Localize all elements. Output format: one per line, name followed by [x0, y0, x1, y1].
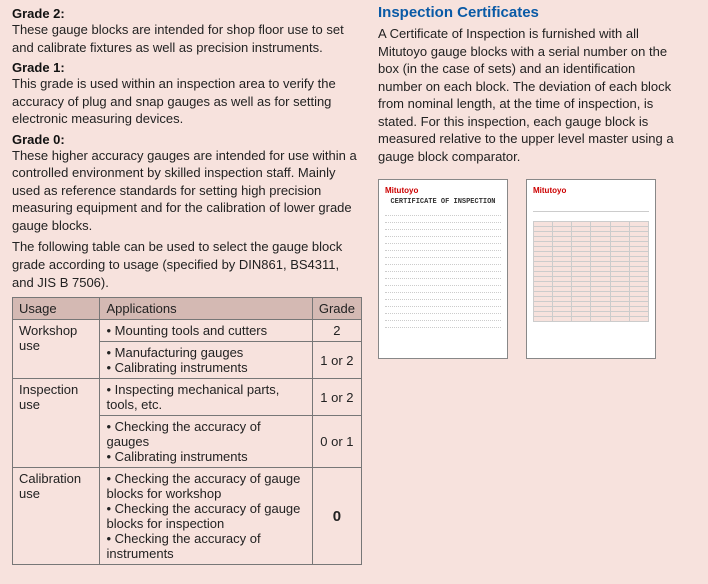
- cert-data-table: [533, 221, 649, 322]
- cert-header-area: [533, 198, 649, 212]
- table-row: Inspection use Inspecting mechanical par…: [13, 379, 362, 416]
- grade1-heading: Grade 1:: [12, 60, 362, 75]
- inspection-certificates-text: A Certificate of Inspection is furnished…: [378, 25, 682, 165]
- th-grade: Grade: [312, 298, 361, 320]
- grade2-heading: Grade 2:: [12, 6, 362, 21]
- table-header-row: Usage Applications Grade: [13, 298, 362, 320]
- app-item: Manufacturing gauges: [106, 345, 305, 360]
- apps-cell: Manufacturing gauges Calibrating instrum…: [100, 342, 312, 379]
- app-item: Checking the accuracy of gauge blocks fo…: [106, 501, 305, 531]
- grade-usage-table: Usage Applications Grade Workshop use Mo…: [12, 297, 362, 565]
- cert-body-lines: [385, 212, 501, 331]
- table-row: Workshop use Mounting tools and cutters …: [13, 320, 362, 342]
- app-item: Mounting tools and cutters: [106, 323, 305, 338]
- grade0-text: These higher accuracy gauges are intende…: [12, 147, 362, 235]
- grade-cell: 1 or 2: [312, 379, 361, 416]
- certificate-image-2: Mitutoyo: [526, 179, 656, 359]
- app-item: Inspecting mechanical parts, tools, etc.: [106, 382, 305, 412]
- grade0-heading: Grade 0:: [12, 132, 362, 147]
- app-item: Checking the accuracy of gauges: [106, 419, 305, 449]
- table-row: Calibration use Checking the accuracy of…: [13, 468, 362, 565]
- inspection-certificates-heading: Inspection Certificates: [378, 4, 682, 21]
- grade-cell: 0: [312, 468, 361, 565]
- app-item: Checking the accuracy of gauge blocks fo…: [106, 471, 305, 501]
- grade1-text: This grade is used within an inspection …: [12, 75, 362, 128]
- th-usage: Usage: [13, 298, 100, 320]
- apps-cell: Checking the accuracy of gauges Calibrat…: [100, 416, 312, 468]
- grade-cell: 1 or 2: [312, 342, 361, 379]
- cert-logo: Mitutoyo: [385, 186, 501, 195]
- app-item: Checking the accuracy of instruments: [106, 531, 305, 561]
- app-item: Calibrating instruments: [106, 449, 305, 464]
- cert-logo: Mitutoyo: [533, 186, 649, 195]
- grade2-text: These gauge blocks are intended for shop…: [12, 21, 362, 56]
- left-column: Grade 2: These gauge blocks are intended…: [0, 0, 370, 584]
- usage-cell: Calibration use: [13, 468, 100, 565]
- grade-cell: 2: [312, 320, 361, 342]
- usage-cell: Workshop use: [13, 320, 100, 379]
- certificate-image-1: Mitutoyo CERTIFICATE OF INSPECTION: [378, 179, 508, 359]
- th-apps: Applications: [100, 298, 312, 320]
- apps-cell: Inspecting mechanical parts, tools, etc.: [100, 379, 312, 416]
- apps-cell: Mounting tools and cutters: [100, 320, 312, 342]
- grade-cell: 0 or 1: [312, 416, 361, 468]
- certificate-images: Mitutoyo CERTIFICATE OF INSPECTION Mitut…: [378, 179, 682, 359]
- app-item: Calibrating instruments: [106, 360, 305, 375]
- usage-cell: Inspection use: [13, 379, 100, 468]
- apps-cell: Checking the accuracy of gauge blocks fo…: [100, 468, 312, 565]
- cert-title: CERTIFICATE OF INSPECTION: [385, 198, 501, 206]
- right-column: Inspection Certificates A Certificate of…: [370, 0, 690, 584]
- table-intro: The following table can be used to selec…: [12, 238, 362, 291]
